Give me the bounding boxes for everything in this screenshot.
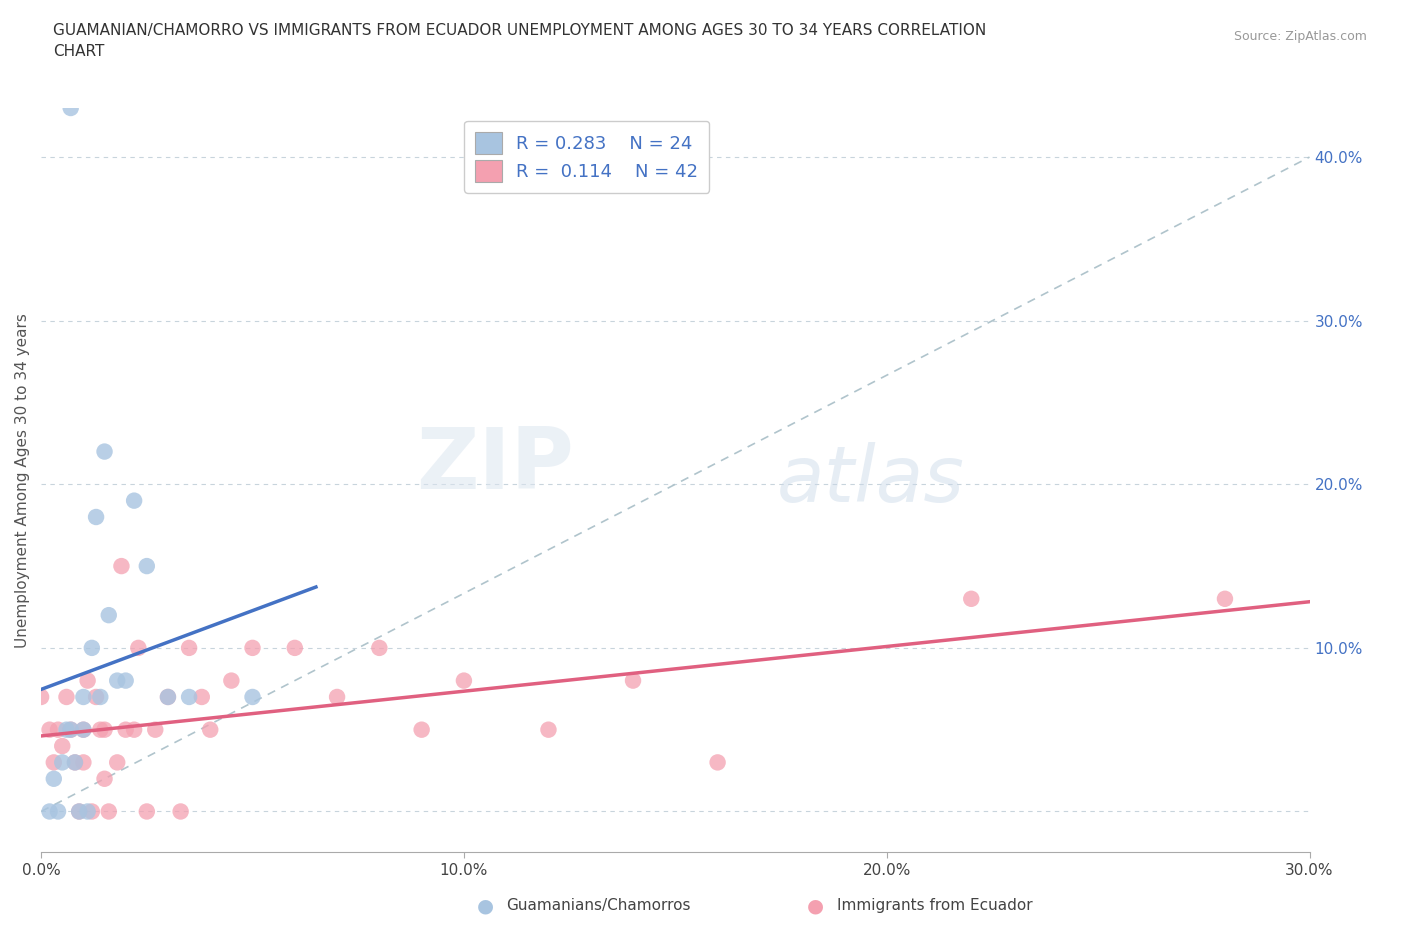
Point — [110, 559, 132, 574]
Point — [411, 723, 433, 737]
Point — [72, 755, 94, 770]
Text: atlas: atlas — [776, 442, 965, 518]
Point — [114, 723, 136, 737]
Point — [143, 723, 166, 737]
Point — [1213, 591, 1236, 606]
Point — [93, 771, 115, 786]
Point — [191, 689, 214, 704]
Point — [242, 641, 264, 656]
Point — [200, 723, 222, 737]
Point — [156, 689, 179, 704]
Point — [38, 723, 60, 737]
Point — [42, 755, 65, 770]
Text: ●: ● — [477, 897, 494, 915]
Point — [80, 804, 103, 819]
Point — [177, 689, 200, 704]
Point — [67, 804, 90, 819]
Point — [72, 689, 94, 704]
Legend: R = 0.283    N = 24, R =  0.114    N = 42: R = 0.283 N = 24, R = 0.114 N = 42 — [464, 121, 709, 193]
Point — [84, 510, 107, 525]
Point — [960, 591, 983, 606]
Point — [51, 755, 73, 770]
Point — [156, 689, 179, 704]
Point — [177, 641, 200, 656]
Point — [97, 804, 120, 819]
Point — [221, 673, 243, 688]
Point — [46, 804, 69, 819]
Point — [706, 755, 728, 770]
Text: ZIP: ZIP — [416, 424, 574, 507]
Point — [127, 641, 149, 656]
Text: GUAMANIAN/CHAMORRO VS IMMIGRANTS FROM ECUADOR UNEMPLOYMENT AMONG AGES 30 TO 34 Y: GUAMANIAN/CHAMORRO VS IMMIGRANTS FROM EC… — [53, 23, 987, 60]
Point — [122, 493, 145, 508]
Point — [537, 723, 560, 737]
Point — [326, 689, 349, 704]
Point — [105, 755, 128, 770]
Point — [621, 673, 644, 688]
Point — [169, 804, 191, 819]
Point — [135, 559, 157, 574]
Point — [76, 804, 98, 819]
Point — [93, 445, 115, 459]
Point — [80, 641, 103, 656]
Point — [59, 723, 82, 737]
Text: Immigrants from Ecuador: Immigrants from Ecuador — [837, 898, 1032, 913]
Point — [84, 689, 107, 704]
Point — [368, 641, 391, 656]
Point — [114, 673, 136, 688]
Point — [55, 723, 77, 737]
Point — [135, 804, 157, 819]
Point — [30, 689, 52, 704]
Point — [453, 673, 475, 688]
Point — [63, 755, 86, 770]
Point — [105, 673, 128, 688]
Text: Source: ZipAtlas.com: Source: ZipAtlas.com — [1233, 30, 1367, 43]
Point — [55, 689, 77, 704]
Point — [122, 723, 145, 737]
Point — [72, 723, 94, 737]
Point — [38, 804, 60, 819]
Point — [72, 723, 94, 737]
Point — [76, 673, 98, 688]
Point — [97, 607, 120, 622]
Point — [93, 723, 115, 737]
Point — [59, 100, 82, 115]
Point — [67, 804, 90, 819]
Text: ●: ● — [807, 897, 824, 915]
Y-axis label: Unemployment Among Ages 30 to 34 years: Unemployment Among Ages 30 to 34 years — [15, 312, 30, 647]
Point — [284, 641, 307, 656]
Point — [46, 723, 69, 737]
Point — [242, 689, 264, 704]
Point — [59, 723, 82, 737]
Text: Guamanians/Chamorros: Guamanians/Chamorros — [506, 898, 690, 913]
Point — [89, 689, 111, 704]
Point — [51, 738, 73, 753]
Point — [89, 723, 111, 737]
Point — [63, 755, 86, 770]
Point — [42, 771, 65, 786]
